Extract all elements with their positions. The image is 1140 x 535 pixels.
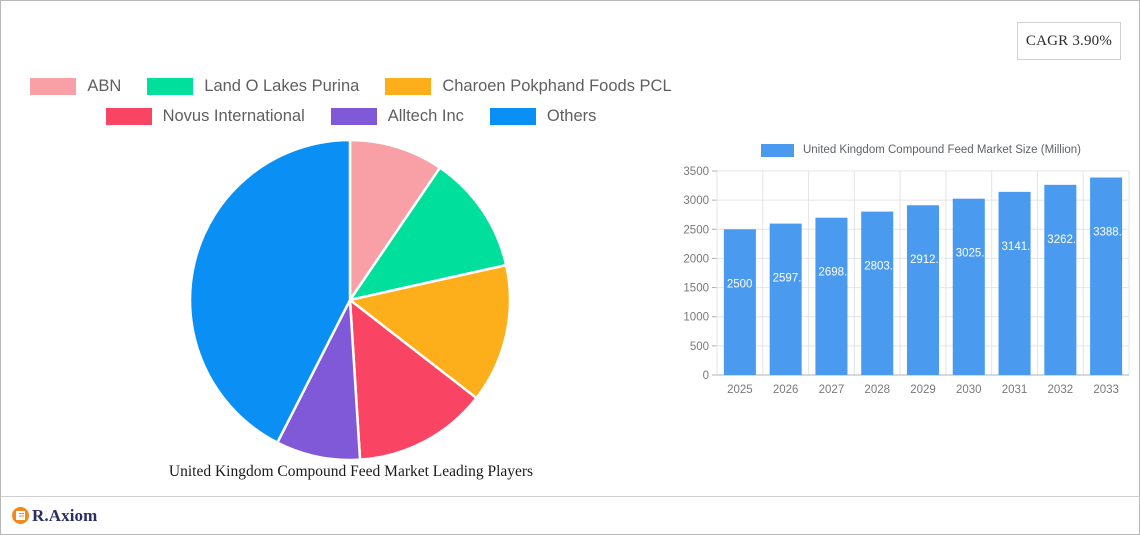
bar-chart-panel: United Kingdom Compound Feed Market Size…: [673, 141, 1133, 411]
pie-slice[interactable]: [348, 139, 442, 305]
y-axis-tick-label: 500: [690, 341, 709, 353]
legend-swatch-alltech-inc: [330, 107, 377, 125]
pie-slice[interactable]: [347, 165, 508, 302]
pie-chart: [189, 139, 511, 461]
y-axis-tick-label: 3500: [683, 166, 709, 178]
footer: R.Axiom: [1, 496, 1140, 534]
bar-value-label: 3025.1: [956, 248, 991, 260]
y-axis-tick-label: 1500: [683, 283, 709, 295]
bar[interactable]: [861, 211, 894, 375]
bar-value-label: 2597.5: [773, 273, 808, 285]
legend-swatch-abn: [30, 77, 77, 95]
legend-swatch-charoen-pokphand-foods-pcl: [385, 77, 432, 95]
y-axis-tick-label: 2500: [683, 224, 709, 236]
bar-value-label: 2912.4: [910, 254, 946, 266]
legend-item-charoen-pokphand-foods-pcl[interactable]: Charoen Pokphand Foods PCL: [385, 76, 672, 96]
legend-item-alltech-inc[interactable]: Alltech Inc: [330, 106, 464, 126]
brand-logo-text: R.Axiom: [32, 505, 98, 525]
x-axis-tick-label: 2028: [864, 384, 890, 396]
x-axis-tick-label: 2025: [727, 384, 753, 396]
brand-logo[interactable]: R.Axiom: [12, 506, 97, 526]
legend-swatch-novus-international: [105, 107, 152, 125]
x-axis-tick-label: 2026: [773, 384, 799, 396]
legend-label-abn: ABN: [87, 76, 122, 95]
bar-value-label: 3388.3: [1093, 227, 1128, 239]
bar-legend-swatch: [760, 143, 794, 157]
y-axis-tick-label: 1000: [683, 312, 709, 324]
x-axis-tick-label: 2031: [1002, 384, 1028, 396]
legend-swatch-others: [489, 107, 536, 125]
pie-slice[interactable]: [189, 139, 352, 445]
y-axis-tick-label: 3000: [683, 195, 709, 207]
legend-item-land-o-lakes-purina[interactable]: Land O Lakes Purina: [147, 77, 359, 96]
x-axis-tick-label: 2027: [819, 384, 845, 396]
bar-chart-legend[interactable]: United Kingdom Compound Feed Market Size…: [673, 141, 1133, 159]
legend-label-charoen-pokphand-foods-pcl: Charoen Pokphand Foods PCL: [442, 76, 672, 95]
bar[interactable]: [769, 223, 802, 375]
legend-label-others: Others: [546, 106, 597, 125]
bar-chart-svg: 0 500 1000 1500 2000 2500 3000 3500 2500 2025 2597…: [683, 166, 1130, 396]
bar-value-label: 3262.9: [1047, 234, 1082, 246]
bar-legend-label: United Kingdom Compound Feed Market Size…: [802, 144, 1082, 156]
document-circle-icon: [12, 507, 29, 524]
pie-slice[interactable]: [348, 297, 479, 461]
pie-slice[interactable]: [275, 295, 362, 461]
bar[interactable]: [723, 229, 756, 375]
x-axis-tick-label: 2030: [956, 384, 982, 396]
y-axis-tick-label: 0: [703, 370, 709, 382]
legend-item-others[interactable]: Others: [489, 106, 597, 126]
pie-chart-caption: United Kingdom Compound Feed Market Lead…: [168, 463, 534, 480]
x-axis-tick-label: 2033: [1093, 384, 1119, 396]
x-axis-tick-label: 2029: [910, 384, 936, 396]
bar[interactable]: [1090, 177, 1123, 375]
bar[interactable]: [998, 191, 1031, 375]
bar-chart-plot: 0 500 1000 1500 2000 2500 3000 3500 2500 2025 2597…: [673, 163, 1133, 407]
legend-label-novus-international: Novus International: [162, 106, 305, 125]
legend-item-abn[interactable]: ABN: [30, 77, 121, 96]
legend-label-alltech-inc: Alltech Inc: [387, 106, 464, 125]
pie-slice[interactable]: [347, 263, 511, 400]
y-axis-tick-label: 2000: [683, 253, 709, 265]
pie-legend-row-1: ABN Land O Lakes Purina Charoen Pokphand…: [1, 71, 701, 101]
pie-legend: ABN Land O Lakes Purina Charoen Pokphand…: [1, 71, 701, 131]
bar-value-label: 2698.7: [818, 267, 853, 279]
bar[interactable]: [906, 205, 940, 375]
bar-value-label: 2500: [727, 278, 753, 290]
bar-value-label: 3141.9: [1002, 241, 1037, 253]
legend-item-novus-international[interactable]: Novus International: [105, 106, 305, 126]
pie-chart-svg: [189, 139, 511, 461]
x-axis-tick-label: 2032: [1048, 384, 1074, 396]
bar[interactable]: [1044, 184, 1077, 375]
legend-label-land-o-lakes-purina: Land O Lakes Purina: [204, 76, 360, 95]
bar[interactable]: [952, 198, 985, 375]
legend-swatch-land-o-lakes-purina: [147, 77, 194, 95]
pie-legend-row-2: Novus International Alltech Inc Others: [1, 101, 701, 131]
cagr-badge: CAGR 3.90%: [1017, 22, 1121, 60]
bar-value-label: 2803.6: [864, 261, 899, 273]
bar[interactable]: [815, 217, 848, 375]
